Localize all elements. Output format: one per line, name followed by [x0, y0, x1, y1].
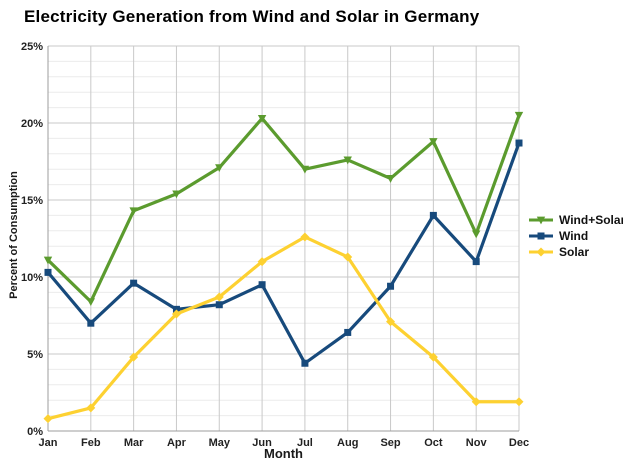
triangle-marker-icon [43, 256, 53, 265]
square-marker-icon [130, 279, 138, 287]
x-tick-label: Feb [81, 437, 101, 449]
triangle-marker-icon [86, 298, 96, 307]
x-tick-label: Oct [424, 437, 443, 449]
y-axis-tick-labels: 0% 5% 10% 15% 20% 25% [21, 41, 43, 438]
triangle-marker-icon [300, 165, 310, 174]
legend-item-wind-solar: Wind+Solar [528, 212, 623, 227]
legend-label: Solar [559, 244, 590, 259]
x-tick-label: Sep [380, 437, 400, 449]
y-tick-label: 20% [21, 118, 43, 130]
minor-gridlines [48, 60, 519, 417]
triangle-marker-icon [257, 114, 267, 123]
axis-lines [47, 46, 519, 432]
diamond-marker-icon [129, 352, 139, 362]
square-marker-icon [172, 305, 180, 313]
triangle-marker-icon [536, 216, 546, 224]
diamond-marker-icon [300, 232, 310, 242]
triangle-marker-icon [172, 190, 181, 199]
series-lines [43, 111, 524, 424]
x-tick-label: Jan [39, 437, 58, 449]
triangle-marker-icon [386, 175, 395, 183]
square-marker-icon [515, 139, 523, 147]
x-tick-label: Nov [466, 437, 488, 449]
diamond-marker-icon [514, 397, 524, 407]
triangle-marker-icon [129, 207, 138, 216]
y-tick-label: 10% [21, 272, 43, 284]
diamond-marker-icon [386, 317, 396, 327]
square-marker-icon [301, 359, 309, 367]
legend-line-triangle-marker-icon [529, 216, 553, 224]
square-marker-icon [344, 328, 352, 336]
y-axis-title: Percent of Consumption [8, 171, 20, 299]
legend-label: Wind [559, 228, 589, 243]
x-tick-label: Dec [509, 437, 529, 449]
diamond-marker-icon [171, 309, 181, 319]
legend-line-diamond-marker-icon [529, 247, 553, 256]
diamond-marker-icon [214, 292, 224, 302]
triangle-marker-icon [343, 156, 352, 165]
square-marker-icon [429, 211, 437, 219]
square-marker-icon [87, 319, 95, 327]
square-marker-icon [387, 282, 395, 290]
x-tick-label: Apr [167, 437, 187, 449]
x-axis-tick-labels: Jan Feb Mar Apr May Jun Jul Aug Sep Oct Nov Dec [39, 437, 530, 449]
series-solar [43, 232, 524, 424]
square-marker-icon [258, 281, 266, 289]
legend-item-solar: Solar [528, 244, 623, 259]
major-gridlines [48, 45, 520, 431]
x-tick-label: Jul [297, 437, 313, 449]
legend: Wind+Solar Wind Solar [528, 212, 623, 259]
y-tick-label: 0% [27, 426, 43, 438]
series-wind-solar [43, 111, 524, 307]
diamond-marker-icon [43, 414, 53, 424]
y-tick-label: 25% [21, 41, 43, 53]
diamond-marker-icon [86, 403, 96, 413]
square-marker-icon [537, 232, 545, 239]
triangle-marker-icon [514, 111, 524, 120]
series-line [46, 141, 521, 365]
chart-title: Electricity Generation from Wind and Sol… [24, 7, 480, 26]
diamond-marker-icon [428, 352, 438, 362]
square-marker-icon [472, 258, 480, 266]
x-tick-label: Jun [252, 437, 272, 449]
x-axis-title: Month [264, 446, 303, 461]
x-tick-label: Aug [337, 437, 358, 449]
y-tick-label: 5% [27, 349, 43, 361]
legend-label: Wind+Solar [559, 212, 623, 227]
square-marker-icon [44, 268, 52, 276]
diamond-marker-icon [343, 252, 353, 262]
square-marker-icon [215, 301, 223, 309]
triangle-marker-icon [429, 138, 438, 146]
legend-line-square-marker-icon [529, 232, 553, 239]
series-line [46, 235, 521, 421]
x-tick-label: May [209, 437, 231, 449]
diamond-marker-icon [471, 397, 481, 407]
triangle-marker-icon [471, 230, 481, 239]
diamond-marker-icon [536, 247, 546, 256]
x-tick-label: Mar [124, 437, 144, 449]
legend-item-wind: Wind [528, 228, 623, 243]
series-wind [44, 139, 523, 367]
triangle-marker-icon [215, 164, 224, 173]
y-tick-label: 15% [21, 195, 43, 207]
series-line [46, 113, 521, 304]
diamond-marker-icon [257, 257, 267, 267]
